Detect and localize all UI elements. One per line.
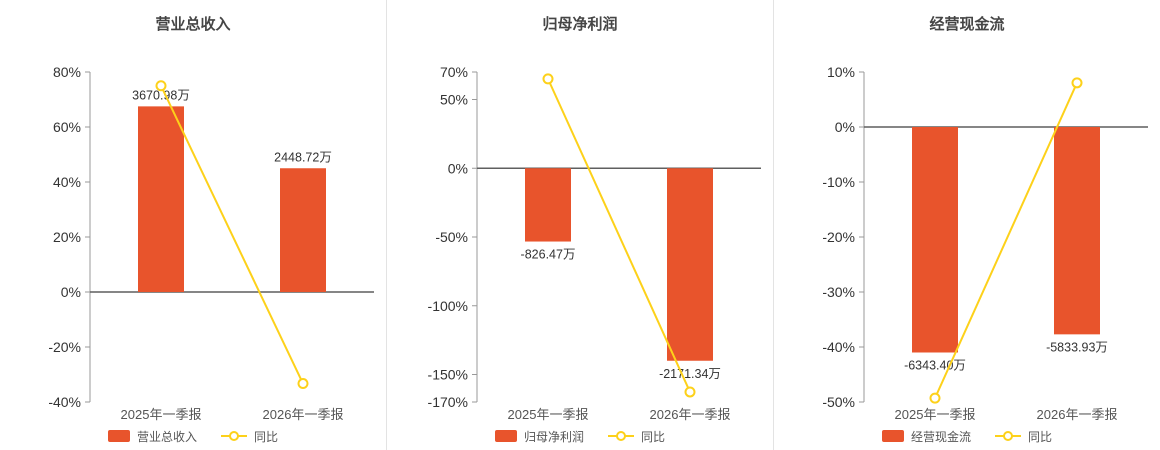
chart-legend: 营业总收入 同比 <box>0 422 386 450</box>
y-tick-label: 0% <box>448 160 468 176</box>
chart-legend: 经营现金流 同比 <box>774 422 1160 450</box>
bar-value-label: 2448.72万 <box>274 150 332 164</box>
y-tick-label: 50% <box>440 92 468 108</box>
chart-panel-total-revenue: 营业总收入 80% 60% 40% 20% 0% -20% -40% 3670.98万 2448… <box>0 0 386 450</box>
bar-legend-label[interactable]: 营业总收入 <box>136 429 197 444</box>
y-tick-label: -150% <box>428 367 468 383</box>
line-legend-label[interactable]: 同比 <box>254 429 279 444</box>
y-tick-label: 40% <box>53 174 81 190</box>
y-tick-label: 20% <box>53 229 81 245</box>
bar-value-label: -6343.40万 <box>904 359 966 373</box>
x-category-label: 2026年一季报 <box>650 407 731 422</box>
y-tick-label: 0% <box>61 284 81 300</box>
bar-legend-swatch[interactable] <box>107 430 130 442</box>
y-tick-label: -20% <box>48 339 81 355</box>
net-profit-chart: 70% 50% 0% -50% -100% -150% -170% -826.47万 -2171… <box>428 64 761 422</box>
bar-legend-label[interactable]: 归母净利润 <box>523 429 584 444</box>
yoy-line-marker[interactable] <box>1071 77 1083 89</box>
y-tick-label: -100% <box>428 298 468 314</box>
y-tick-label: 10% <box>827 64 855 80</box>
y-tick-label: -10% <box>822 174 855 190</box>
bar[interactable] <box>912 127 958 353</box>
yoy-line-marker[interactable] <box>684 386 696 398</box>
line-legend-marker[interactable] <box>608 431 634 441</box>
y-tick-label: -50% <box>435 229 468 245</box>
chart-title-total-revenue: 营业总收入 <box>155 16 231 33</box>
line-legend-dot <box>1003 431 1013 441</box>
y-tick-label: -30% <box>822 284 855 300</box>
line-legend-marker[interactable] <box>221 431 247 441</box>
line-legend-label[interactable]: 同比 <box>641 429 666 444</box>
y-tick-label: 60% <box>53 119 81 135</box>
y-tick-label: -40% <box>48 394 81 410</box>
yoy-line <box>547 78 691 393</box>
operating-cashflow-chart: 10% 0% -10% -20% -30% -40% -50% -6343.40万 -5833.… <box>822 64 1148 422</box>
line-legend-dot <box>616 431 626 441</box>
bar-value-label: -826.47万 <box>521 248 576 262</box>
bar[interactable] <box>1054 127 1100 335</box>
y-tick-label: 70% <box>440 64 468 80</box>
bar[interactable] <box>138 106 184 292</box>
line-legend-dot <box>229 431 239 441</box>
y-tick-label: -20% <box>822 229 855 245</box>
x-category-label: 2025年一季报 <box>508 407 589 422</box>
yoy-line-marker[interactable] <box>155 80 167 92</box>
line-legend-marker[interactable] <box>995 431 1021 441</box>
y-tick-label: -40% <box>822 339 855 355</box>
bar[interactable] <box>667 168 713 361</box>
chart-panel-operating-cashflow: 经营现金流 10% 0% -10% -20% -30% -40% -50% -6343.40万… <box>774 0 1160 450</box>
y-tick-label: 0% <box>835 119 855 135</box>
bar[interactable] <box>525 168 571 242</box>
bar-legend-label[interactable]: 经营现金流 <box>910 429 971 444</box>
yoy-line-marker[interactable] <box>542 73 554 85</box>
yoy-line-marker[interactable] <box>297 378 309 390</box>
chart-title-net-profit: 归母净利润 <box>542 16 618 33</box>
total-revenue-chart: 80% 60% 40% 20% 0% -20% -40% 3670.98万 2448.72万 20… <box>48 64 374 422</box>
panel-divider <box>386 0 387 450</box>
yoy-line <box>934 82 1078 399</box>
y-tick-label: -170% <box>428 394 468 410</box>
x-category-label: 2025年一季报 <box>121 407 202 422</box>
bar-value-label: 3670.98万 <box>132 88 190 102</box>
y-tick-label: -50% <box>822 394 855 410</box>
panel-divider <box>773 0 774 450</box>
bar-legend-swatch[interactable] <box>494 430 517 442</box>
y-tick-label: 80% <box>53 64 81 80</box>
bar-value-label: -5833.93万 <box>1046 340 1108 354</box>
x-category-label: 2025年一季报 <box>895 407 976 422</box>
x-category-label: 2026年一季报 <box>1037 407 1118 422</box>
chart-panel-net-profit: 归母净利润 70% 50% 0% -50% -100% -150% -170% -826.47… <box>387 0 773 450</box>
bar[interactable] <box>280 168 326 292</box>
bar-value-label: -2171.34万 <box>659 367 721 381</box>
yoy-line <box>160 85 304 384</box>
line-legend-label[interactable]: 同比 <box>1028 429 1053 444</box>
x-category-label: 2026年一季报 <box>263 407 344 422</box>
chart-title-operating-cashflow: 经营现金流 <box>929 16 1005 33</box>
yoy-line-marker[interactable] <box>929 392 941 404</box>
bar-legend-swatch[interactable] <box>881 430 904 442</box>
chart-legend: 归母净利润 同比 <box>387 422 773 450</box>
